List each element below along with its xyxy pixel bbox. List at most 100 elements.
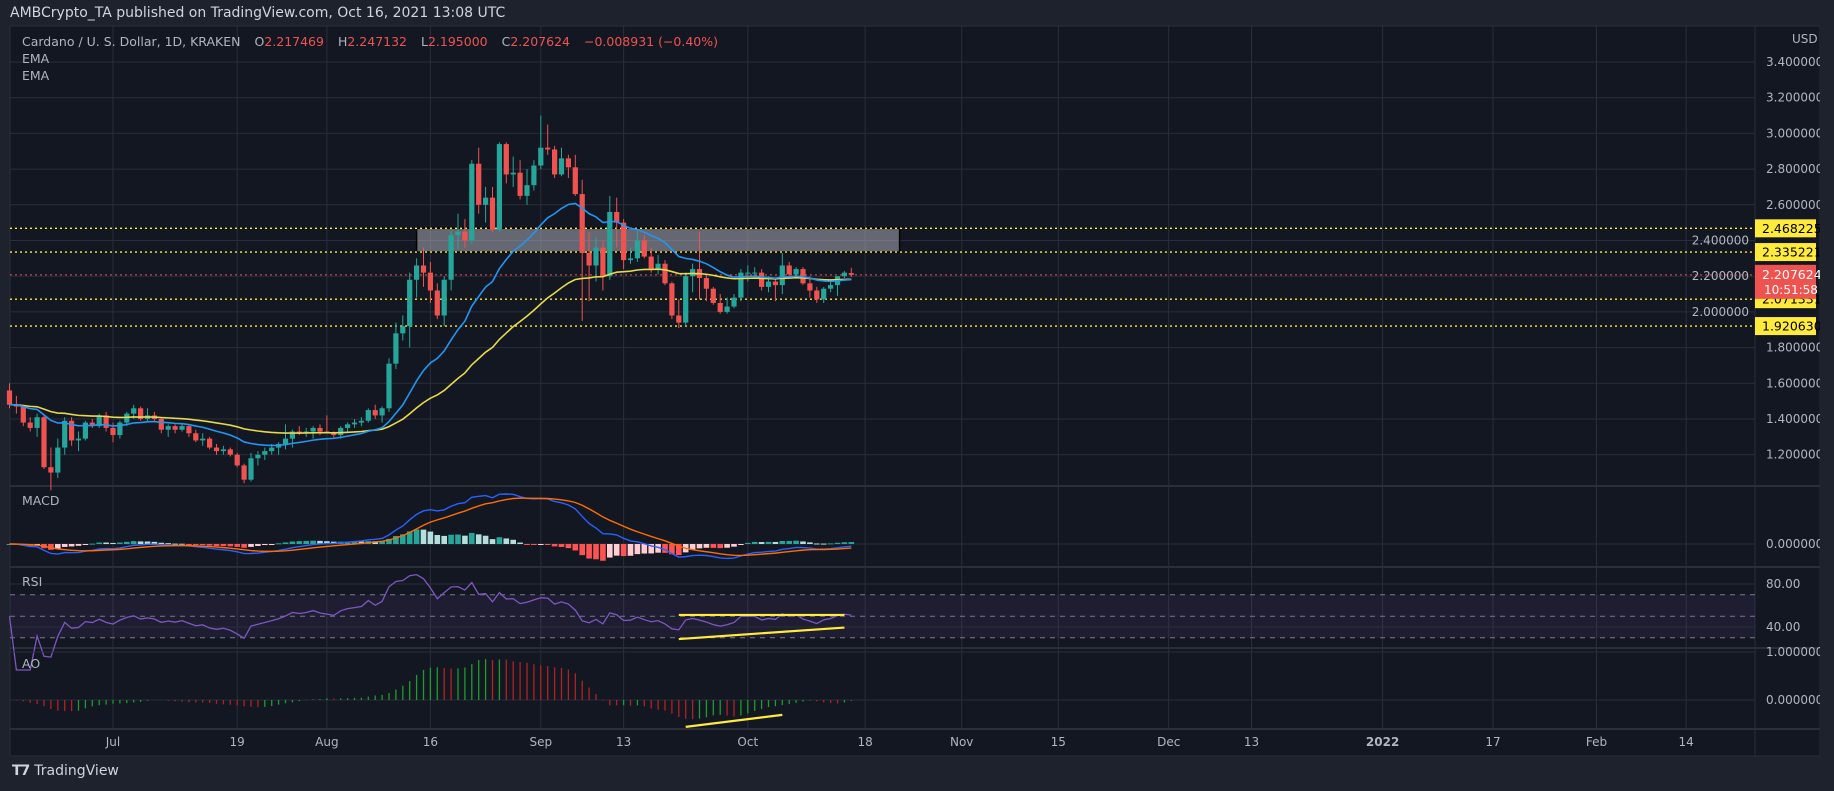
candle[interactable]	[82, 420, 88, 441]
candle[interactable]	[220, 445, 226, 455]
candle[interactable]	[531, 160, 537, 191]
candle[interactable]	[393, 322, 399, 370]
ema-legend-1[interactable]: EMA	[22, 51, 50, 66]
candle[interactable]	[759, 269, 765, 291]
candle[interactable]	[655, 254, 661, 275]
candle[interactable]	[351, 419, 358, 428]
candle[interactable]	[786, 261, 792, 277]
candle[interactable]	[27, 417, 33, 432]
candle[interactable]	[165, 424, 171, 437]
candle[interactable]	[793, 267, 799, 277]
candle[interactable]	[489, 186, 496, 232]
candle[interactable]	[821, 286, 827, 303]
candle[interactable]	[683, 272, 689, 327]
candle[interactable]	[372, 404, 378, 419]
candle[interactable]	[690, 263, 696, 293]
candle[interactable]	[207, 436, 213, 450]
candle[interactable]	[6, 383, 13, 409]
trendline-drawing[interactable]	[685, 713, 783, 728]
candle[interactable]	[262, 447, 268, 461]
candle[interactable]	[779, 252, 785, 295]
candle[interactable]	[75, 431, 82, 452]
candle[interactable]	[55, 438, 61, 478]
candle[interactable]	[814, 286, 820, 303]
candle[interactable]	[103, 411, 109, 432]
candle[interactable]	[462, 219, 468, 248]
candle[interactable]	[365, 408, 371, 423]
candle[interactable]	[469, 160, 475, 245]
candle[interactable]	[579, 179, 585, 321]
candle[interactable]	[227, 447, 233, 457]
candle[interactable]	[669, 281, 675, 320]
candle[interactable]	[345, 422, 351, 434]
candle[interactable]	[565, 154, 571, 179]
candle[interactable]	[186, 424, 192, 437]
macd-legend[interactable]: MACD	[22, 493, 60, 508]
candle[interactable]	[89, 419, 95, 428]
candle[interactable]	[20, 404, 26, 427]
candle[interactable]	[676, 299, 682, 328]
candle[interactable]	[572, 154, 578, 196]
candle[interactable]	[158, 417, 164, 434]
candle[interactable]	[558, 147, 565, 177]
candle[interactable]	[213, 443, 220, 455]
currency-label[interactable]: USD	[1792, 32, 1818, 46]
candle[interactable]	[34, 413, 40, 437]
candle[interactable]	[545, 124, 551, 155]
candle[interactable]	[414, 258, 420, 298]
candle[interactable]	[841, 270, 847, 278]
candle[interactable]	[476, 147, 482, 214]
candle[interactable]	[621, 219, 627, 270]
ao-legend[interactable]: AO	[22, 656, 41, 671]
candle[interactable]	[193, 429, 199, 443]
candle[interactable]	[552, 145, 558, 179]
candle[interactable]	[179, 424, 185, 432]
candle[interactable]	[138, 406, 144, 421]
candle[interactable]	[593, 236, 599, 282]
trendline-drawing[interactable]	[678, 626, 845, 641]
candle[interactable]	[483, 186, 489, 223]
candle[interactable]	[662, 260, 668, 286]
candle[interactable]	[607, 195, 613, 280]
candle[interactable]	[731, 294, 737, 309]
candle[interactable]	[634, 229, 640, 262]
candle[interactable]	[455, 213, 461, 250]
ema-legend-2[interactable]: EMA	[22, 68, 50, 83]
tradingview-brand[interactable]: T7 TradingView	[12, 763, 119, 779]
candle[interactable]	[752, 267, 758, 277]
candle[interactable]	[627, 247, 634, 264]
candle[interactable]	[648, 247, 654, 273]
candle[interactable]	[614, 197, 620, 248]
candle[interactable]	[255, 451, 261, 466]
candle[interactable]	[717, 294, 723, 314]
candle[interactable]	[738, 269, 744, 302]
candle[interactable]	[407, 272, 413, 348]
candle[interactable]	[538, 115, 544, 170]
candle[interactable]	[510, 156, 516, 187]
candle[interactable]	[420, 247, 427, 287]
candle[interactable]	[434, 283, 440, 320]
candle[interactable]	[807, 276, 813, 298]
candle[interactable]	[710, 286, 716, 305]
candle[interactable]	[172, 424, 178, 434]
candle[interactable]	[517, 160, 523, 200]
candle[interactable]	[400, 315, 406, 341]
candle[interactable]	[69, 417, 75, 446]
candle[interactable]	[496, 142, 502, 232]
candle[interactable]	[724, 297, 730, 314]
candle[interactable]	[848, 267, 854, 278]
candle[interactable]	[828, 281, 834, 293]
candle[interactable]	[600, 240, 606, 291]
candle[interactable]	[241, 463, 247, 484]
candle[interactable]	[358, 417, 364, 427]
candle[interactable]	[48, 447, 54, 491]
candle[interactable]	[441, 276, 447, 327]
candle[interactable]	[503, 142, 509, 184]
rsi-legend[interactable]: RSI	[22, 574, 43, 589]
symbol-title[interactable]: Cardano / U. S. Dollar, 1D, KRAKEN	[22, 34, 241, 49]
candle[interactable]	[379, 406, 385, 423]
candle[interactable]	[427, 261, 433, 303]
candle[interactable]	[703, 274, 709, 302]
candle[interactable]	[200, 433, 206, 446]
